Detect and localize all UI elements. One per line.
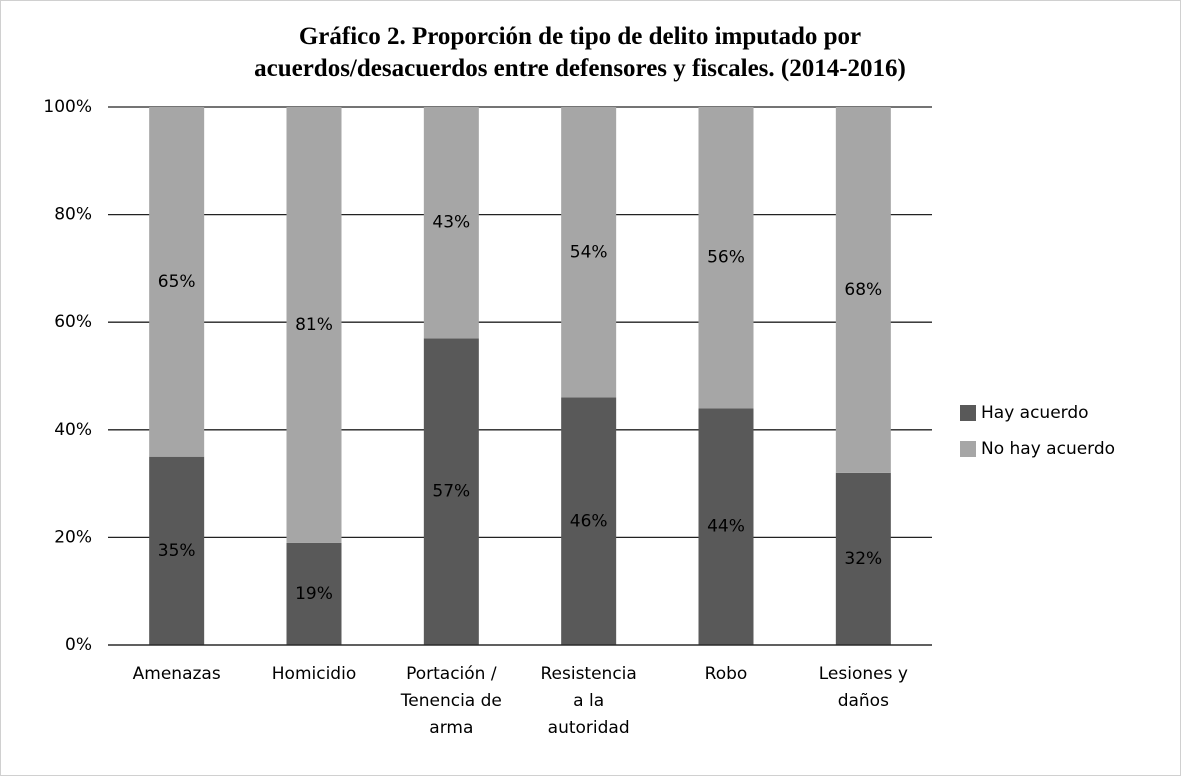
legend-swatch — [960, 441, 976, 457]
value-label: 56% — [707, 248, 745, 268]
value-label: 65% — [158, 272, 196, 292]
value-label: 19% — [295, 584, 333, 604]
bar-segment — [561, 397, 617, 645]
y-tick-label: 20% — [54, 527, 92, 547]
value-label: 46% — [570, 511, 608, 531]
value-label: 32% — [844, 549, 882, 569]
bar-segment — [835, 107, 891, 473]
bar-segment — [423, 338, 479, 645]
bar-segment — [835, 472, 891, 645]
bar-segment — [149, 456, 205, 645]
value-label: 43% — [432, 213, 470, 233]
value-label: 35% — [158, 541, 196, 561]
y-tick-label: 40% — [54, 420, 92, 440]
y-tick-label: 0% — [65, 635, 92, 655]
bar-segment — [698, 107, 754, 409]
y-tick-label: 80% — [54, 205, 92, 225]
x-tick-label: Robo — [705, 664, 748, 684]
bar-segment — [149, 107, 205, 457]
bar-segment — [698, 408, 754, 645]
chart-title: Gráfico 2. Proporción de tipo de delito … — [254, 23, 906, 82]
value-label: 81% — [295, 315, 333, 335]
bar-segment — [286, 542, 342, 645]
x-tick-label: Portación / Tenencia de arma — [400, 664, 502, 738]
x-tick-label: Amenazas — [133, 664, 221, 684]
value-label: 54% — [570, 242, 608, 262]
value-label: 68% — [844, 280, 882, 300]
legend-label: No hay acuerdo — [981, 439, 1115, 459]
value-label: 57% — [432, 482, 470, 502]
legend-label: Hay acuerdo — [981, 403, 1089, 423]
y-tick-label: 60% — [54, 312, 92, 332]
bar-segment — [286, 107, 342, 543]
x-tick-label: Lesiones y daños — [819, 664, 908, 711]
bar-segment — [423, 107, 479, 339]
y-tick-label: 100% — [43, 97, 92, 117]
value-label: 44% — [707, 517, 745, 537]
x-tick-label: Resistencia a la autoridad — [540, 664, 636, 738]
x-tick-label: Homicidio — [272, 664, 356, 684]
bar-segment — [561, 107, 617, 398]
legend-swatch — [960, 405, 976, 421]
